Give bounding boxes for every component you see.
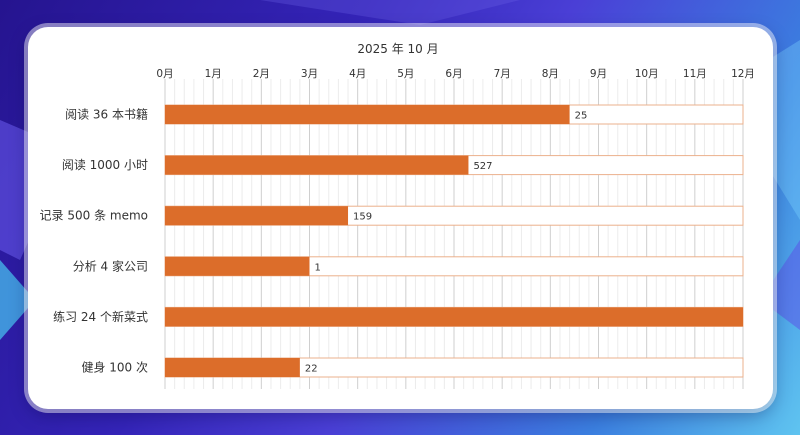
bar bbox=[165, 105, 570, 124]
x-tick-label: 5月 bbox=[397, 68, 414, 80]
bar bbox=[165, 206, 349, 226]
data-label: 159 bbox=[353, 212, 372, 223]
bar-row: 健身 100 次 22 bbox=[81, 357, 744, 378]
data-label: 25 bbox=[575, 111, 588, 122]
bar bbox=[165, 358, 300, 377]
major-gridlines bbox=[164, 79, 744, 389]
bg-shape-top bbox=[260, 0, 520, 25]
x-tick-label: 7月 bbox=[494, 68, 511, 80]
category-label: 健身 100 次 bbox=[81, 360, 148, 375]
x-tick-label: 8月 bbox=[542, 68, 559, 80]
x-tick-label: 3月 bbox=[301, 68, 318, 80]
bar bbox=[165, 307, 743, 327]
category-label: 练习 24 个新菜式 bbox=[53, 309, 148, 324]
x-tick-label: 11月 bbox=[683, 68, 707, 80]
chart-title: 2025 年 10 月 bbox=[357, 42, 438, 56]
x-tick-label: 2月 bbox=[253, 68, 270, 80]
data-label: 527 bbox=[473, 161, 492, 172]
x-tick-label: 12月 bbox=[731, 68, 755, 80]
bar bbox=[165, 256, 310, 276]
x-tick-label: 1月 bbox=[205, 68, 222, 80]
data-label: 1 bbox=[315, 262, 321, 273]
category-label: 阅读 36 本书籍 bbox=[65, 107, 148, 122]
bar-row: 记录 500 条 memo 159 bbox=[40, 205, 744, 226]
x-axis-ticks: 0月 1月 2月 3月 4月 5月 6月 7月 8月 9月 10月 11月 12月 bbox=[156, 68, 755, 80]
x-tick-label: 0月 bbox=[156, 68, 173, 80]
x-tick-label: 6月 bbox=[445, 68, 462, 80]
minor-gridlines bbox=[174, 79, 734, 389]
bar-row: 阅读 1000 小时 527 bbox=[62, 155, 744, 176]
bar-row: 练习 24 个新菜式 bbox=[53, 306, 744, 327]
bar-chart: 2025 年 10 月 0月 1月 2月 3月 4月 5月 6月 7月 8月 9月 10月 11月 12… bbox=[40, 42, 755, 389]
chart-card: 2025 年 10 月 0月 1月 2月 3月 4月 5月 6月 7月 8月 9月 10月 11月 12… bbox=[28, 27, 773, 409]
x-tick-label: 9月 bbox=[590, 68, 607, 80]
data-label: 22 bbox=[305, 364, 318, 375]
bar-row: 阅读 36 本书籍 25 bbox=[65, 104, 744, 125]
bar bbox=[165, 155, 469, 175]
category-label: 分析 4 家公司 bbox=[73, 258, 148, 273]
bar-row: 分析 4 家公司 1 bbox=[73, 256, 744, 277]
x-tick-label: 10月 bbox=[635, 68, 659, 80]
x-tick-label: 4月 bbox=[349, 68, 366, 80]
bg-shape-left-2 bbox=[0, 260, 35, 340]
category-label: 记录 500 条 memo bbox=[40, 209, 148, 223]
category-label: 阅读 1000 小时 bbox=[62, 158, 148, 172]
bar-rows: 阅读 36 本书籍 25 阅读 1000 小时 527 记录 500 条 memo 159… bbox=[40, 104, 744, 378]
